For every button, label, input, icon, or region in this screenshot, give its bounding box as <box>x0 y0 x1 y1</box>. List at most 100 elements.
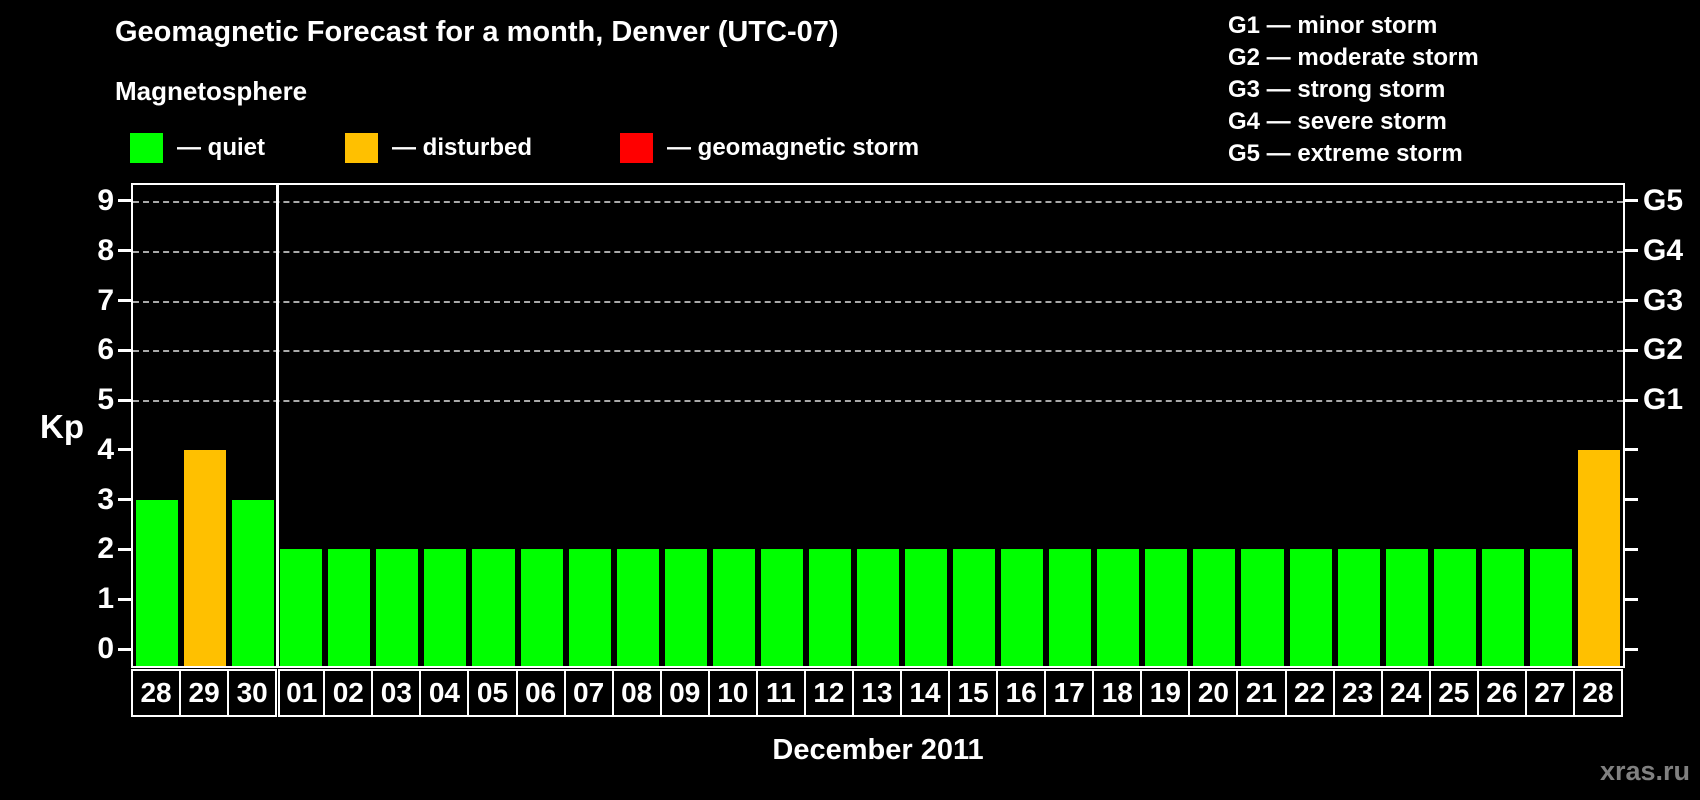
magnetosphere-legend-title: Magnetosphere <box>115 76 308 106</box>
legend-item-label: — disturbed <box>392 134 533 161</box>
legend-item-label: — geomagnetic storm <box>667 134 920 161</box>
page-title: Geomagnetic Forecast for a month, Denver… <box>115 16 839 48</box>
left-axis-tick-2 <box>118 547 131 551</box>
day-label-14: 14 <box>900 669 951 717</box>
bar-day-09-kp-2 <box>664 549 707 666</box>
day-label-02: 02 <box>323 669 374 717</box>
y-axis-tick-label-8: 8 <box>97 233 114 267</box>
right-axis-label-G3: G3 <box>1643 283 1684 317</box>
y-axis-tick-label-9: 9 <box>97 183 114 217</box>
day-label-08: 08 <box>611 669 662 717</box>
day-label-09: 09 <box>659 669 710 717</box>
bar-day-13-kp-2 <box>856 549 900 666</box>
day-label-13: 13 <box>851 669 903 717</box>
bar-day-24-kp-2 <box>1385 549 1428 666</box>
day-label-28: 28 <box>1572 669 1623 717</box>
g-legend-line: G3 — strong storm <box>1228 76 1446 103</box>
bar-day-21-kp-2 <box>1241 549 1284 666</box>
legend-item-label: — quiet <box>177 134 265 161</box>
y-axis-tick-label-6: 6 <box>97 333 114 367</box>
legend-item-disturbed: — disturbed <box>345 132 532 164</box>
legend-swatch-quiet <box>130 133 163 163</box>
bar-day-04-kp-2 <box>424 549 467 666</box>
g-legend-line: G4 — severe storm <box>1228 108 1447 135</box>
bar-day-03-kp-2 <box>376 549 419 666</box>
plot-area <box>131 183 1625 668</box>
right-axis-tick-0 <box>1625 647 1638 651</box>
gridline-kp-7 <box>133 300 1623 303</box>
bar-day-29-kp-4 <box>184 449 227 666</box>
legend-item-quiet: — quiet <box>130 132 265 164</box>
bar-day-16-kp-2 <box>1001 549 1044 666</box>
legend-swatch-disturbed <box>345 133 378 163</box>
bar-day-22-kp-2 <box>1289 549 1332 666</box>
day-label-16: 16 <box>996 669 1047 717</box>
bar-day-28-kp-4 <box>1577 449 1620 666</box>
left-axis-tick-6 <box>118 348 131 352</box>
bar-day-15-kp-2 <box>953 549 996 666</box>
y-axis-tick-label-1: 1 <box>97 582 114 616</box>
day-label-10: 10 <box>707 669 758 717</box>
watermark: xras.ru <box>1599 756 1690 786</box>
right-axis-tick-2 <box>1625 547 1638 551</box>
gridline-kp-5 <box>133 400 1623 403</box>
bar-day-11-kp-2 <box>760 549 803 666</box>
bar-day-14-kp-2 <box>905 549 948 666</box>
bar-day-10-kp-2 <box>712 549 755 666</box>
right-axis-tick-4 <box>1625 448 1638 452</box>
legend-swatch-geomagnetic-storm <box>620 133 653 163</box>
left-axis-tick-8 <box>118 249 131 253</box>
y-axis-tick-label-3: 3 <box>97 482 114 516</box>
day-label-prev-30: 30 <box>227 669 278 717</box>
day-label-18: 18 <box>1092 669 1143 717</box>
left-axis-tick-0 <box>118 647 131 651</box>
g-scale-legend: G1 — minor storm G2 — moderate storm G3 — … <box>1228 10 1479 170</box>
right-axis-tick-5 <box>1625 398 1638 402</box>
left-axis-tick-4 <box>118 448 131 452</box>
right-axis-tick-8 <box>1625 249 1638 253</box>
day-label-01: 01 <box>278 669 326 717</box>
day-label-21: 21 <box>1236 669 1287 717</box>
g-legend-line: G1 — minor storm <box>1228 12 1438 39</box>
x-axis-title: December 2011 <box>772 734 984 766</box>
legend-item-geomagnetic-storm: — geomagnetic storm <box>620 132 919 164</box>
bar-day-20-kp-2 <box>1193 549 1236 666</box>
bar-day-08-kp-2 <box>616 549 659 666</box>
day-label-19: 19 <box>1140 669 1191 717</box>
day-label-07: 07 <box>563 669 614 717</box>
day-label-prev-29: 29 <box>179 669 230 717</box>
bar-day-30-kp-3 <box>232 499 275 666</box>
bar-day-12-kp-2 <box>808 549 851 666</box>
right-axis-tick-6 <box>1625 348 1638 352</box>
left-axis-tick-5 <box>118 398 131 402</box>
left-axis-tick-7 <box>118 299 131 303</box>
gridline-kp-9 <box>133 200 1623 203</box>
bar-day-26-kp-2 <box>1481 549 1524 666</box>
day-label-17: 17 <box>1044 669 1095 717</box>
gridline-kp-6 <box>133 350 1623 353</box>
bar-day-23-kp-2 <box>1337 549 1380 666</box>
day-label-06: 06 <box>515 669 566 717</box>
day-label-04: 04 <box>419 669 470 717</box>
bar-day-18-kp-2 <box>1097 549 1140 666</box>
right-axis-label-G4: G4 <box>1643 233 1684 267</box>
right-axis-label-G1: G1 <box>1643 383 1684 417</box>
day-label-prev-28: 28 <box>131 669 182 717</box>
y-axis-tick-label-0: 0 <box>97 632 114 665</box>
bar-day-19-kp-2 <box>1145 549 1188 666</box>
day-label-22: 22 <box>1284 669 1335 717</box>
right-axis-tick-7 <box>1625 299 1638 303</box>
bar-day-17-kp-2 <box>1049 549 1092 666</box>
day-label-20: 20 <box>1188 669 1239 717</box>
bar-day-07-kp-2 <box>568 549 611 666</box>
left-axis-tick-9 <box>118 199 131 203</box>
g-legend-line: G2 — moderate storm <box>1228 44 1479 71</box>
month-separator-line <box>275 185 279 666</box>
day-label-05: 05 <box>467 669 518 717</box>
bar-day-02-kp-2 <box>328 549 371 666</box>
bar-day-27-kp-2 <box>1529 549 1572 666</box>
day-label-15: 15 <box>948 669 999 717</box>
left-axis-tick-3 <box>118 498 131 502</box>
day-label-27: 27 <box>1524 669 1575 717</box>
